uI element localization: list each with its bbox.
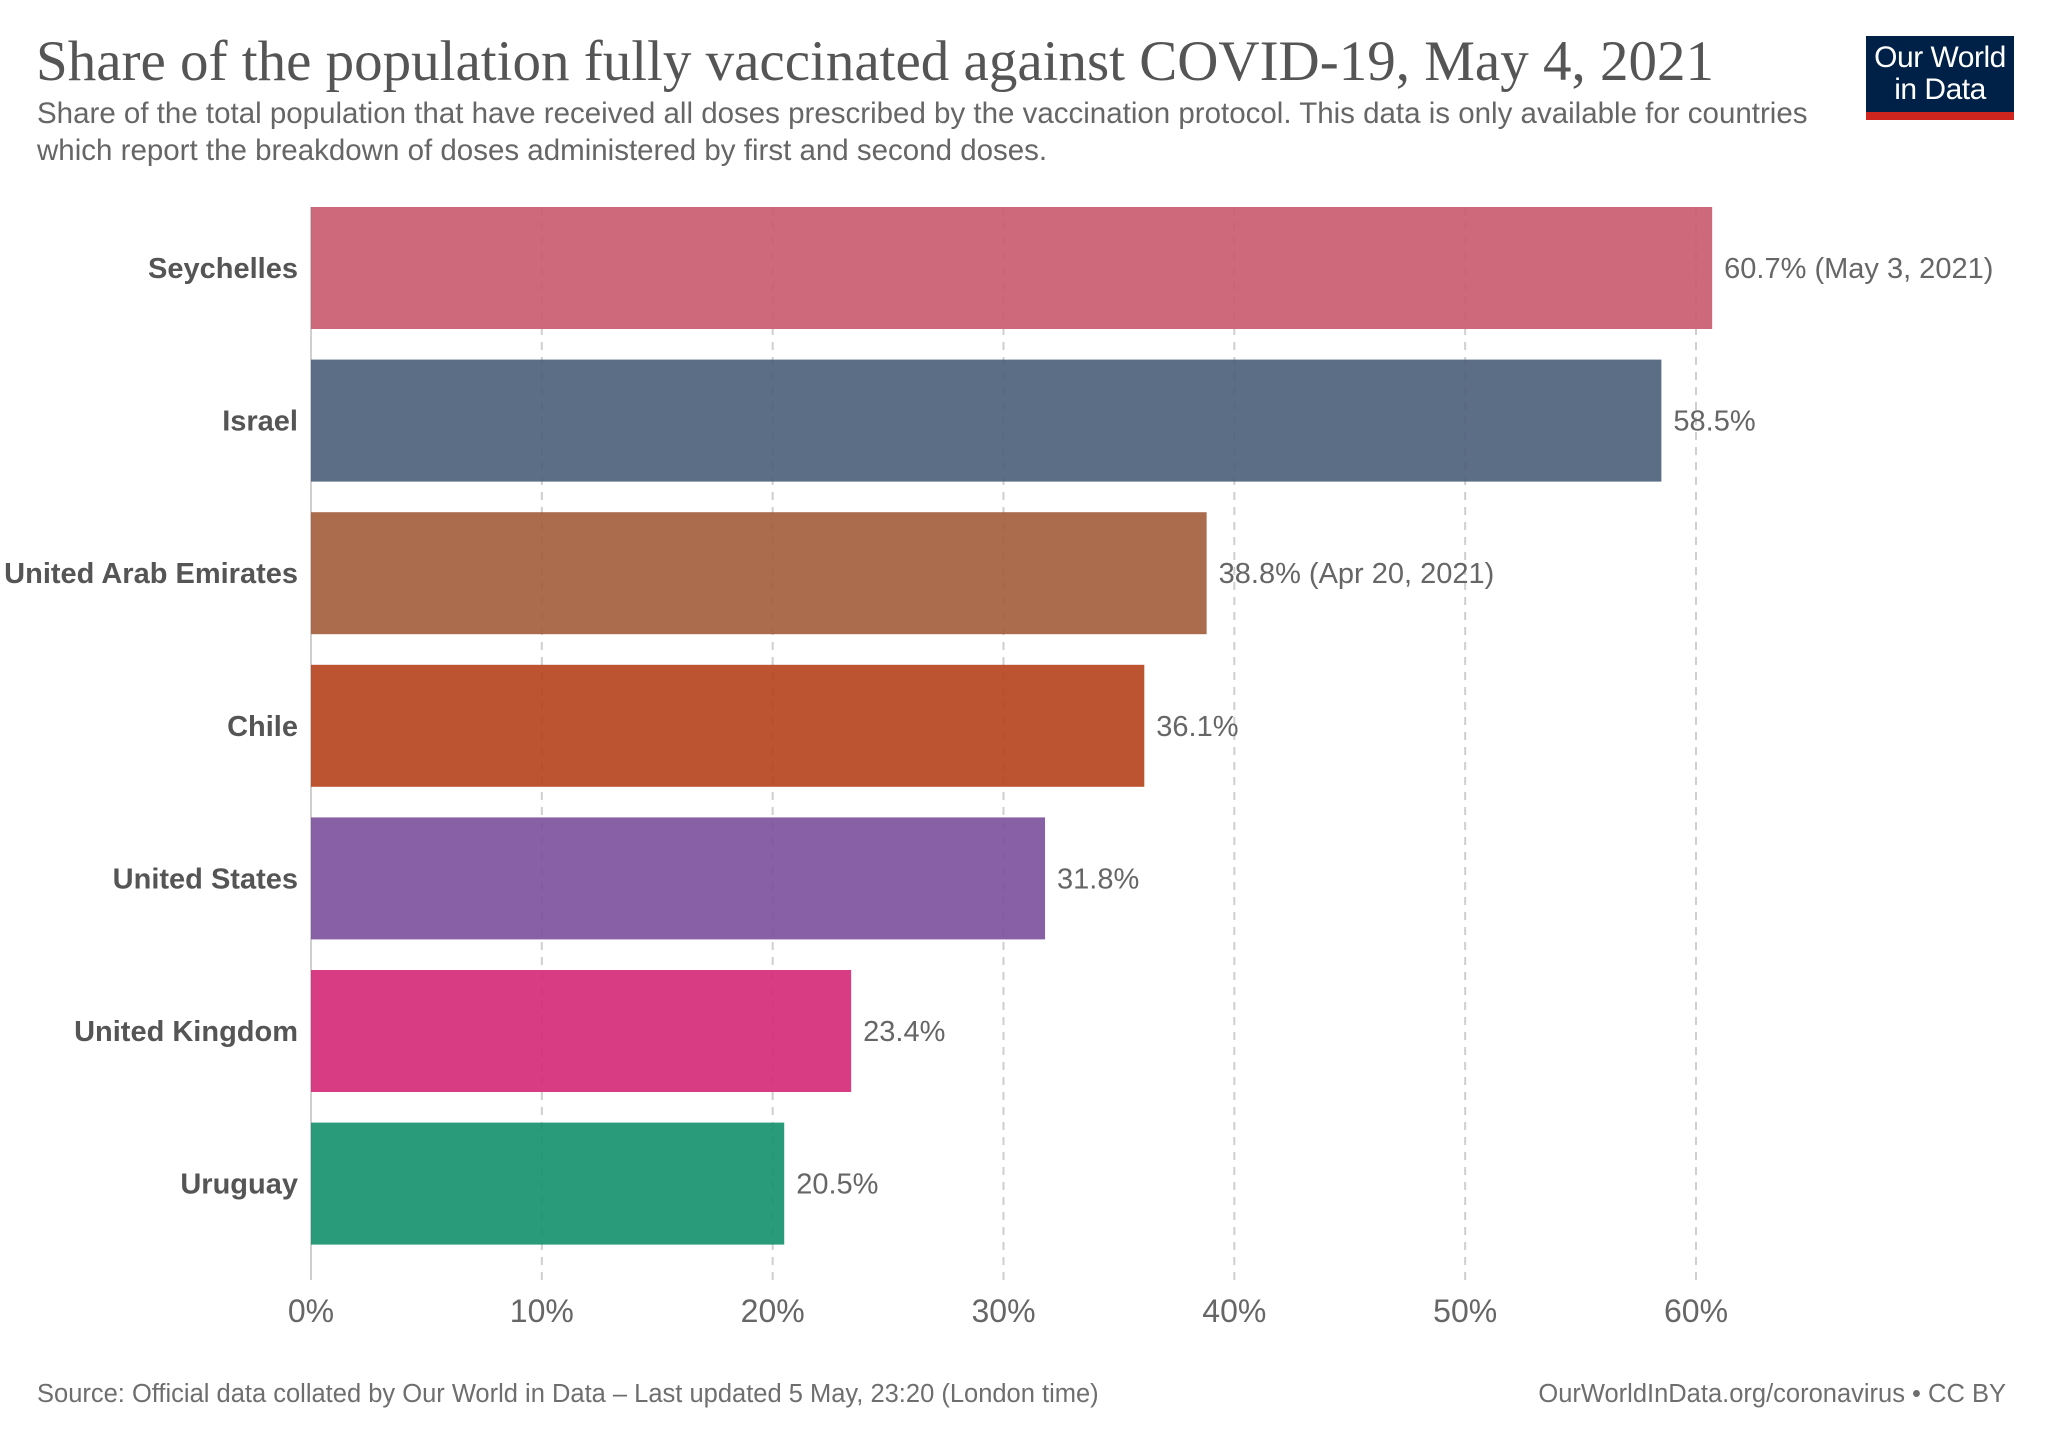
- logo-line-1: Our World: [1874, 41, 2006, 74]
- bar[interactable]: [311, 970, 852, 1092]
- source-note: Source: Official data collated by Our Wo…: [37, 1380, 1099, 1408]
- category-label: United Kingdom: [74, 1016, 298, 1048]
- x-tick-label: 10%: [510, 1293, 574, 1329]
- value-label: 20.5%: [796, 1169, 878, 1201]
- value-label: 23.4%: [863, 1016, 945, 1048]
- chart-subtitle: Share of the total population that have …: [37, 97, 1808, 167]
- value-label: 58.5%: [1673, 406, 1755, 438]
- bars: [311, 207, 1713, 1245]
- category-label: Israel: [222, 406, 298, 438]
- bar[interactable]: [311, 664, 1145, 787]
- chart-title: Share of the population fully vaccinated…: [36, 30, 1714, 93]
- labels: 0% 10% 20% 30% 40% 50% 60% Seychelles 60.7% (May…: [4, 253, 1993, 1329]
- category-label: United States: [113, 863, 298, 895]
- x-tick-label: 50%: [1433, 1293, 1497, 1329]
- bar[interactable]: [311, 512, 1207, 635]
- category-label: Uruguay: [180, 1169, 298, 1201]
- owid-logo[interactable]: Our World in Data: [1866, 36, 2014, 120]
- bar[interactable]: [311, 207, 1713, 329]
- category-label: Seychelles: [148, 253, 298, 285]
- x-tick-label: 40%: [1202, 1293, 1266, 1329]
- value-label: 38.8% (Apr 20, 2021): [1219, 558, 1495, 590]
- category-label: United Arab Emirates: [4, 558, 298, 590]
- value-label: 36.1%: [1156, 711, 1238, 743]
- bar[interactable]: [311, 359, 1662, 482]
- x-tick-label: 20%: [741, 1293, 805, 1329]
- x-tick-label: 60%: [1664, 1293, 1728, 1329]
- logo-line-2: in Data: [1894, 73, 1986, 106]
- x-tick-label: 0%: [288, 1293, 334, 1329]
- x-tick-label: 30%: [971, 1293, 1035, 1329]
- license-link[interactable]: OurWorldInData.org/coronavirus • CC BY: [1538, 1380, 2006, 1408]
- value-label: 31.8%: [1057, 863, 1139, 895]
- bar[interactable]: [311, 817, 1046, 940]
- category-label: Chile: [227, 711, 298, 743]
- value-label: 60.7% (May 3, 2021): [1724, 253, 1993, 285]
- bar[interactable]: [311, 1122, 785, 1245]
